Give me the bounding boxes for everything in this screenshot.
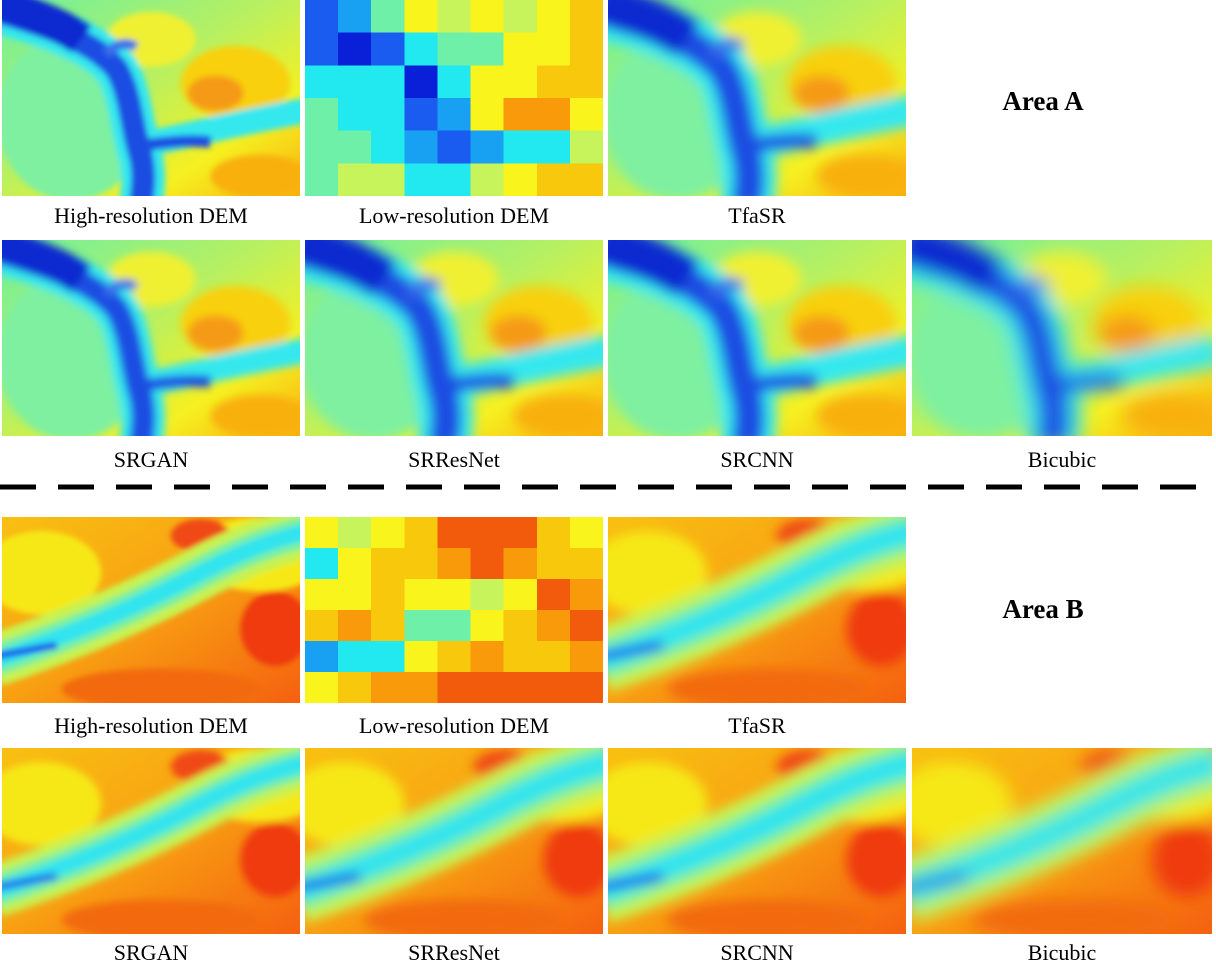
- terrain-image: [608, 240, 906, 436]
- area-a-tfasr: [608, 0, 906, 196]
- area-a-caption-bicubic: Bicubic: [1027, 447, 1097, 472]
- terrain-image: [2, 748, 300, 934]
- area-a-caption-srgan: SRGAN: [113, 447, 189, 472]
- terrain-image: [2, 240, 300, 436]
- area-b-srresnet: [305, 748, 603, 934]
- area-a-srgan: [2, 240, 300, 436]
- area-a-srcnn: [608, 240, 906, 436]
- area-b-caption-low-res: Low-resolution DEM: [358, 713, 550, 738]
- area-b-srgan: [2, 748, 300, 934]
- terrain-image: [305, 240, 603, 436]
- area-a-low-resolution-dem: [305, 0, 603, 196]
- area-a-caption-tfasr: TfaSR: [728, 203, 786, 228]
- area-a-title: Area A: [1002, 86, 1084, 116]
- area-b-high-resolution-dem: [2, 517, 300, 703]
- area-b-bicubic: [912, 748, 1212, 934]
- terrain-image: [912, 748, 1212, 934]
- area-b-caption-srresnet: SRResNet: [408, 940, 500, 965]
- area-a-bicubic: [912, 240, 1212, 436]
- area-b-tfasr: [608, 517, 906, 703]
- terrain-image: [608, 517, 906, 703]
- area-a-srresnet: [305, 240, 603, 436]
- terrain-image: [305, 748, 603, 934]
- area-b-caption-tfasr: TfaSR: [728, 713, 786, 738]
- terrain-image: [305, 517, 603, 703]
- terrain-image: [912, 240, 1212, 436]
- terrain-image: [608, 0, 906, 196]
- area-a-caption-low-res: Low-resolution DEM: [358, 203, 550, 228]
- terrain-image: [608, 748, 906, 934]
- area-b-caption-srcnn: SRCNN: [720, 940, 794, 965]
- area-b-low-resolution-dem: [305, 517, 603, 703]
- area-a-high-resolution-dem: [2, 0, 300, 196]
- terrain-image: [2, 517, 300, 703]
- area-b-caption-srgan: SRGAN: [113, 940, 189, 965]
- area-b-srcnn: [608, 748, 906, 934]
- area-b-caption-bicubic: Bicubic: [1027, 940, 1097, 965]
- dashed-divider: [0, 484, 1216, 490]
- area-b-caption-high-res: High-resolution DEM: [54, 713, 248, 738]
- area-a-caption-srresnet: SRResNet: [408, 447, 500, 472]
- terrain-image: [2, 0, 300, 196]
- area-b-title: Area B: [1002, 594, 1084, 624]
- area-a-caption-srcnn: SRCNN: [720, 447, 794, 472]
- terrain-image: [305, 0, 603, 196]
- area-a-caption-high-res: High-resolution DEM: [54, 203, 248, 228]
